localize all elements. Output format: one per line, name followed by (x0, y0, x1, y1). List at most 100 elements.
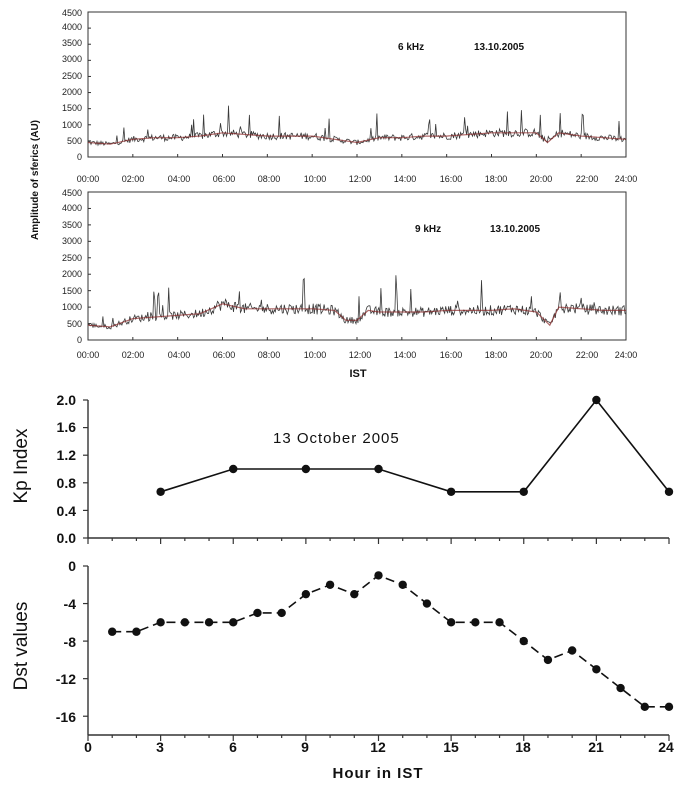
yticks-p1: 0 500 1000 1500 2000 2500 3000 3500 4000… (62, 8, 82, 162)
xtick-label-p4: 0 (84, 739, 92, 755)
annotation-date-p2: 13.10.2005 (490, 224, 540, 235)
ytick-label-p3: 0.8 (57, 475, 77, 491)
xtick-label-p1: 04:00 (168, 174, 191, 184)
xtick-label-p4: 21 (588, 739, 604, 755)
xtick-label-p2: 18:00 (485, 350, 508, 360)
kp-index-data-point (156, 487, 165, 496)
xlabel-ist: IST (349, 368, 366, 380)
xtick-label-p2: 02:00 (122, 350, 145, 360)
dst-values-data-point (471, 618, 480, 627)
panel-sferics-9khz: 0 500 1000 1500 2000 2500 3000 3500 4000… (62, 188, 637, 380)
xtick-label-p1: 12:00 (349, 174, 372, 184)
dst-values-data-point (640, 702, 649, 712)
annotation-frequency-p2: 9 kHz (415, 224, 441, 235)
xtick-label-p1: 06:00 (213, 174, 236, 184)
dst-values-data-point (325, 580, 335, 589)
xtick-label-p4: 3 (156, 739, 164, 755)
plot-marks-layer (83, 11, 674, 741)
ylabel-sferics: Amplitude of sferics (AU) (30, 120, 41, 240)
sferics-6khz-trace-mean (87, 132, 627, 145)
ytick-label-p1: 3000 (62, 54, 82, 64)
kp-index-data-point (229, 464, 238, 474)
yticks-p3: 0.0 0.4 0.8 1.2 1.6 2.0 (57, 392, 77, 546)
ytick-label-p3: 1.2 (57, 447, 77, 463)
dst-values-plot (83, 565, 674, 741)
dst-values-data-point (180, 618, 190, 627)
xtick-label-p2: 06:00 (213, 350, 236, 360)
yticks-p4: 0 -4 -8 -12 -16 (56, 558, 76, 725)
ytick-label-p4: 0 (68, 558, 76, 574)
xtick-label-p2: 20:00 (530, 350, 553, 360)
xtick-label-p4: 9 (301, 739, 309, 755)
xtick-label-p4: 12 (370, 739, 386, 755)
dst-values-data-point (543, 655, 553, 665)
xtick-label-p4: 6 (229, 739, 237, 755)
ytick-label-p3: 0.4 (57, 503, 77, 519)
xlabel-hour-ist: Hour in IST (333, 765, 424, 782)
dst-values-data-point (398, 580, 407, 589)
annotation-frequency-p1: 6 kHz (398, 42, 424, 53)
sferics-6khz-plot (87, 11, 627, 158)
xtick-label-p1: 00:00 (77, 174, 100, 184)
ytick-label-p2: 4000 (62, 203, 82, 213)
xtick-label-p1: 08:00 (258, 174, 281, 184)
dst-values-data-point (204, 618, 214, 627)
xtick-label-p1: 18:00 (485, 174, 508, 184)
kp-index-data-point (664, 487, 674, 496)
dst-values-data-point (350, 589, 359, 599)
ytick-label-p2: 2500 (62, 253, 82, 263)
dst-values-data-point (519, 636, 528, 646)
kp-index-data-point (374, 464, 383, 474)
yticks-p2: 0 500 1000 1500 2000 2500 3000 3500 4000… (62, 188, 82, 345)
xtick-label-p1: 10:00 (304, 174, 327, 184)
ytick-label-p1: 3500 (62, 38, 82, 48)
xtick-label-p2: 00:00 (77, 350, 100, 360)
annotation-date-p1: 13.10.2005 (474, 42, 524, 53)
ytick-label-p1: 4500 (62, 8, 82, 18)
ytick-label-p2: 4500 (62, 188, 82, 198)
dst-values-data-point (277, 608, 286, 618)
dst-values-data-point (567, 646, 577, 655)
ytick-label-p3: 1.6 (57, 419, 77, 435)
xtick-label-p1: 20:00 (530, 174, 553, 184)
ytick-label-p4: -16 (56, 709, 76, 725)
dst-values-data-point (156, 618, 165, 627)
xtick-label-p2: 16:00 (440, 350, 463, 360)
ytick-label-p3: 0.0 (57, 530, 77, 546)
kp-index-data-point (301, 464, 311, 474)
ylabel-kp: Kp Index (11, 428, 32, 503)
sferics-9khz-trace (87, 275, 627, 330)
annotation-kp-date: 13 October 2005 (273, 430, 400, 447)
dst-values-data-point (422, 599, 432, 608)
ytick-label-p2: 500 (67, 319, 82, 329)
dst-values-data-point (495, 618, 504, 627)
dst-values-data-point (229, 618, 238, 627)
ytick-label-p2: 2000 (62, 269, 82, 279)
xtick-label-p1: 02:00 (122, 174, 145, 184)
xtick-label-p2: 08:00 (258, 350, 281, 360)
sferics-9khz-trace-mean (87, 303, 626, 328)
kp-index-data-point (592, 395, 601, 405)
kp-index-series-line (160, 398, 670, 493)
xticks-p4: 0 3 6 9 12 15 18 21 24 (84, 739, 674, 755)
dst-values-data-point (664, 702, 674, 712)
dst-values-data-point (253, 608, 262, 618)
xtick-label-p2: 12:00 (349, 350, 372, 360)
xtick-label-p4: 24 (658, 739, 674, 755)
ytick-label-p1: 0 (77, 152, 82, 162)
sferics-6khz-trace (87, 105, 627, 147)
ytick-label-p2: 0 (77, 335, 82, 345)
xtick-label-p1: 16:00 (440, 174, 463, 184)
dst-values-data-point (132, 627, 141, 636)
dst-values-data-point (374, 571, 383, 580)
panel-dst-values: 0 -4 -8 -12 -16 0 3 6 9 12 15 18 21 24 D… (11, 558, 674, 782)
ytick-label-p1: 2000 (62, 87, 82, 97)
xtick-label-p2: 04:00 (168, 350, 191, 360)
dst-values-data-point (616, 683, 625, 693)
xtick-label-p1: 22:00 (576, 174, 599, 184)
ytick-label-p1: 4000 (62, 22, 82, 32)
xticks-p2: 00:00 02:00 04:00 06:00 08:00 10:00 12:0… (77, 350, 638, 360)
kp-index-data-point (446, 487, 456, 496)
dst-values-data-point (446, 618, 456, 627)
panel-sferics-6khz: 0 500 1000 1500 2000 2500 3000 3500 4000… (62, 8, 637, 184)
